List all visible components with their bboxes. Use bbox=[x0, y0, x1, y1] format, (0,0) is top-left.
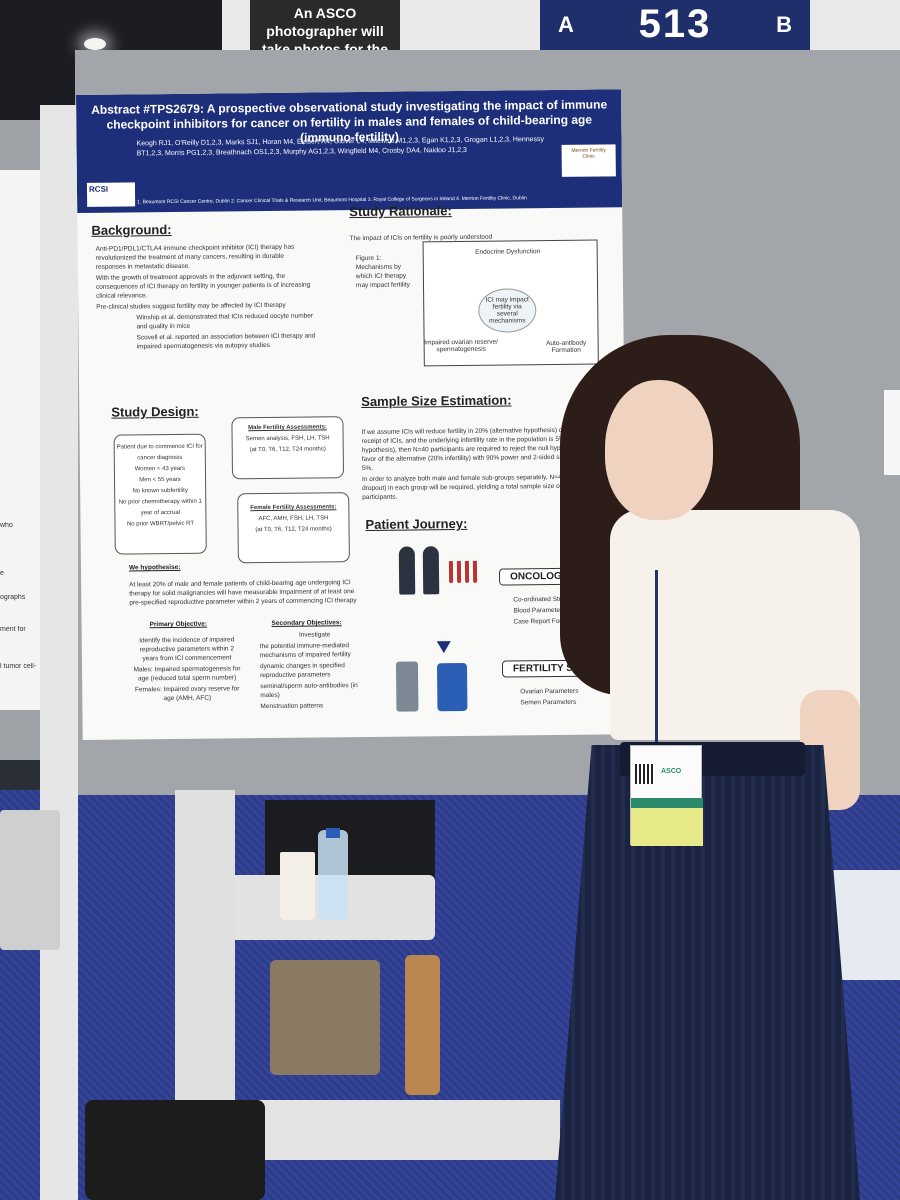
tote-bag bbox=[85, 1100, 265, 1200]
background-heading: Background: bbox=[91, 222, 172, 238]
woven-bag bbox=[270, 960, 380, 1075]
hypothesis-heading: We hypothesise: bbox=[128, 563, 181, 572]
down-arrow-icon bbox=[436, 641, 451, 654]
fertility-item: Semen Parameters bbox=[520, 698, 577, 707]
patient-figure bbox=[398, 546, 416, 595]
blood-tube bbox=[464, 560, 470, 583]
background-bullet: Scovell et al. reported an association b… bbox=[136, 332, 316, 351]
board-letter-right: B bbox=[776, 11, 792, 37]
sample-size-heading: Sample Size Estimation: bbox=[361, 392, 512, 410]
lanyard bbox=[655, 570, 658, 750]
objective-item: the potential immune-mediated mechanisms… bbox=[259, 642, 351, 660]
chair bbox=[0, 810, 60, 950]
badge-ribbon bbox=[631, 808, 703, 846]
research-poster: Abstract #TPS2679: A prospective observa… bbox=[76, 89, 628, 740]
figure-center-label: ICI may impact fertility via several mec… bbox=[485, 296, 529, 325]
board-number-sign: A 513 B bbox=[540, 0, 810, 55]
rationale-heading: Study Rationale: bbox=[349, 203, 452, 220]
secondary-objective-list: Investigate the potential immune-mediate… bbox=[260, 630, 371, 713]
water-bottle bbox=[318, 830, 348, 920]
patient-figure bbox=[422, 546, 440, 595]
figure-label: Auto-antibody Formation bbox=[546, 339, 587, 355]
blood-tube bbox=[456, 560, 462, 584]
merrion-logo: Merrion Fertility Clinic bbox=[561, 144, 616, 177]
design-heading: Study Design: bbox=[111, 403, 199, 420]
left-poster-text: ographs bbox=[0, 594, 26, 601]
male-assessment: Male Fertility Assessments: Semen analys… bbox=[233, 422, 341, 456]
female-assessment-times: (at T0, T6, T12, T24 months) bbox=[255, 526, 332, 534]
blood-tube bbox=[472, 560, 478, 583]
board-number: 513 bbox=[638, 2, 712, 46]
poster-header: Abstract #TPS2679: A prospective observa… bbox=[76, 89, 623, 213]
left-poster-text: e bbox=[0, 570, 4, 577]
journey-heading: Patient Journey: bbox=[365, 515, 468, 532]
objective-item: dynamic changes in specified reproductiv… bbox=[259, 662, 345, 680]
background-bullet: Anti-PD1/PDL1/CTLA4 immune checkpoint in… bbox=[95, 243, 295, 271]
secondary-intro: Investigate bbox=[298, 631, 331, 639]
qr-code-icon bbox=[635, 764, 655, 784]
background-bullet: Pre-clinical studies suggest fertility m… bbox=[96, 301, 286, 311]
badge-event: ASCO bbox=[661, 768, 682, 775]
presenter-face bbox=[605, 380, 713, 520]
female-assessment: Female Fertility Assessments: AFC, AMH, … bbox=[239, 502, 347, 536]
presenter-skirt bbox=[555, 745, 860, 1200]
figure-label: Impaired ovarian reserve/ spermatogenesi… bbox=[424, 338, 498, 354]
ceiling-light bbox=[84, 38, 106, 50]
criteria-item: Patient due to commence ICI for cancer d… bbox=[116, 443, 203, 462]
objective-item: Females: Impaired ovary reserve for age … bbox=[134, 685, 240, 703]
board-letter-left: A bbox=[558, 11, 574, 37]
blood-tube bbox=[448, 561, 454, 584]
board-frame-post bbox=[40, 105, 78, 1200]
background-bullet: Winship et al. demonstrated that ICIs re… bbox=[136, 312, 314, 331]
figure-caption: Figure 1: Mechanisms by which ICI therap… bbox=[355, 254, 410, 290]
ultrasound-machine-icon bbox=[395, 661, 419, 712]
patient-criteria: Patient due to commence ICI for cancer d… bbox=[116, 442, 205, 531]
secondary-objective-heading: Secondary Objectives: bbox=[271, 619, 342, 627]
rcsi-logo: RCSI bbox=[86, 182, 136, 207]
board-frame-base bbox=[240, 1100, 560, 1160]
female-assessment-title: Female Fertility Assessments: bbox=[250, 504, 337, 512]
figure-label: Endocrine Dysfunction bbox=[475, 248, 541, 256]
microscope-icon bbox=[436, 662, 468, 712]
poster-authors: Keogh RJ1, O'Reilly D1,2,3, Marks SJ1, H… bbox=[136, 136, 545, 158]
background-bullet: With the growth of treatment approvals i… bbox=[95, 272, 311, 300]
left-poster-text: ment for bbox=[0, 626, 26, 633]
objective-item: Menstruation patterns bbox=[260, 702, 324, 711]
primary-objective-list: Identify the incidence of impaired repro… bbox=[132, 635, 243, 705]
male-assessment-times: (at T0, T6, T12, T24 months) bbox=[249, 446, 326, 454]
left-poster-text: who bbox=[0, 522, 13, 529]
poster-affiliations: 1. Beaumont RCSI Cancer Centre, Dublin 2… bbox=[137, 195, 527, 206]
flyer-stack bbox=[832, 870, 900, 980]
objective-item: seminal/sperm auto-antibodies (in males) bbox=[260, 682, 358, 700]
coffee-cup bbox=[280, 852, 315, 920]
objective-item: Males: Impaired spermatogenesis for age … bbox=[133, 665, 241, 683]
background-text: Anti-PD1/PDL1/CTLA4 immune checkpoint in… bbox=[96, 242, 317, 353]
left-poster-text: l tumor cell- bbox=[0, 663, 37, 670]
primary-objective-heading: Primary Objective: bbox=[149, 620, 208, 629]
hypothesis-text: At least 20% of male and female patients… bbox=[129, 579, 357, 607]
bottle-cap bbox=[326, 828, 340, 838]
right-paper-note bbox=[884, 390, 900, 475]
badge-strip bbox=[631, 798, 703, 808]
name-badge: ASCO bbox=[630, 745, 703, 846]
poster-tube bbox=[405, 955, 440, 1095]
criteria-item: No prior chemotherapy within 1 year of a… bbox=[118, 498, 202, 517]
criteria-item: No prior WBRT/pelvic RT bbox=[126, 520, 195, 528]
objective-item: Identify the incidence of impaired repro… bbox=[139, 636, 235, 663]
